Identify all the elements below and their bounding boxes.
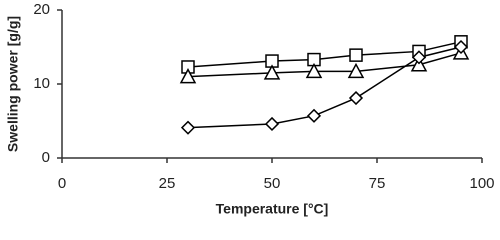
marker xyxy=(305,62,323,79)
chart: Temperature [°C] Swelling power [g/g] 0 1… xyxy=(5,1,495,217)
y-tick-label: 10 xyxy=(33,75,50,92)
marker xyxy=(180,120,196,135)
marker xyxy=(263,64,281,80)
y-tick-label: 0 xyxy=(42,149,50,166)
y-tick-label: 20 xyxy=(33,1,50,18)
marker xyxy=(179,68,197,84)
marker xyxy=(306,108,322,123)
x-tick-label: 0 xyxy=(58,175,66,192)
marker xyxy=(264,116,280,132)
x-tick-label: 25 xyxy=(159,175,176,192)
x-tick-label: 100 xyxy=(469,175,494,192)
series-line xyxy=(187,46,462,129)
x-axis-title: Temperature [°C] xyxy=(216,201,329,217)
x-tick-label: 75 xyxy=(369,175,386,192)
marker xyxy=(348,90,364,106)
marker xyxy=(349,48,363,62)
y-axis-title: Swelling power [g/g] xyxy=(5,16,21,152)
series-line xyxy=(187,52,462,78)
marker xyxy=(411,50,427,65)
marker xyxy=(347,62,365,79)
x-tick-label: 50 xyxy=(264,175,281,192)
series-line xyxy=(187,41,462,68)
marker xyxy=(453,39,469,55)
